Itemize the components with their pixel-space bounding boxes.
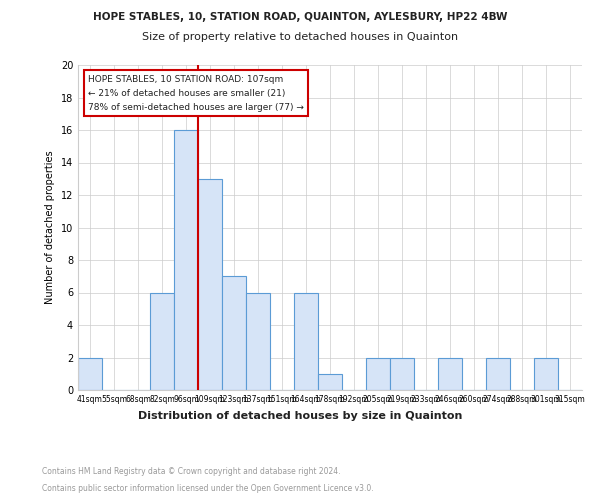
Text: Distribution of detached houses by size in Quainton: Distribution of detached houses by size … — [138, 411, 462, 421]
Bar — [534, 358, 558, 390]
Text: Contains HM Land Registry data © Crown copyright and database right 2024.: Contains HM Land Registry data © Crown c… — [42, 468, 341, 476]
Bar — [150, 292, 174, 390]
Bar — [366, 358, 390, 390]
Bar — [294, 292, 318, 390]
Bar — [318, 374, 342, 390]
Text: Size of property relative to detached houses in Quainton: Size of property relative to detached ho… — [142, 32, 458, 42]
Bar — [78, 358, 102, 390]
Y-axis label: Number of detached properties: Number of detached properties — [45, 150, 55, 304]
Bar — [198, 179, 222, 390]
Bar — [246, 292, 270, 390]
Text: HOPE STABLES, 10 STATION ROAD: 107sqm
← 21% of detached houses are smaller (21)
: HOPE STABLES, 10 STATION ROAD: 107sqm ← … — [88, 74, 304, 112]
Bar — [390, 358, 414, 390]
Text: Contains public sector information licensed under the Open Government Licence v3: Contains public sector information licen… — [42, 484, 374, 493]
Bar — [174, 130, 198, 390]
Text: HOPE STABLES, 10, STATION ROAD, QUAINTON, AYLESBURY, HP22 4BW: HOPE STABLES, 10, STATION ROAD, QUAINTON… — [93, 12, 507, 22]
Bar — [486, 358, 510, 390]
Bar — [222, 276, 246, 390]
Bar — [438, 358, 462, 390]
